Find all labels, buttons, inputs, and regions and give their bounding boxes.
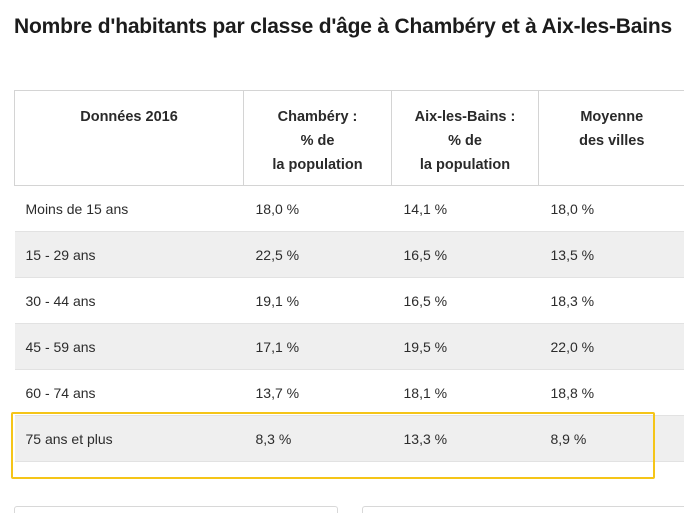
chambery-cell: 17,1 % — [243, 323, 392, 370]
header-aix-les-bains: Aix-les-Bains : % de la population — [391, 90, 539, 186]
average-cell: 22,0 % — [538, 323, 684, 370]
header-year: Données 2016 — [14, 90, 244, 186]
header-line: % de — [448, 133, 482, 149]
header-line: la population — [272, 157, 363, 173]
table-row: Moins de 15 ans 18,0 % 14,1 % 18,0 % — [14, 185, 684, 232]
age-class-cell: 60 - 74 ans — [14, 369, 244, 416]
page-title: Nombre d'habitants par classe d'âge à Ch… — [14, 15, 672, 38]
average-cell: 18,0 % — [538, 185, 684, 232]
header-line: des villes — [579, 133, 645, 149]
header-average: Moyenne des villes — [538, 90, 684, 186]
table-row: 15 - 29 ans 22,5 % 16,5 % 13,5 % — [14, 231, 684, 278]
age-class-cell: 75 ans et plus — [14, 415, 244, 462]
aix-cell: 16,5 % — [391, 277, 539, 324]
age-class-cell: Moins de 15 ans — [14, 185, 244, 232]
table-header-row: Données 2016 Chambéry : % de la populati… — [14, 90, 684, 186]
chambery-cell: 18,0 % — [243, 185, 392, 232]
next-section-panel-right — [362, 506, 684, 513]
next-section-panel-left — [14, 506, 338, 513]
header-chambery: Chambéry : % de la population — [243, 90, 392, 186]
average-cell: 8,9 % — [538, 415, 684, 462]
age-class-cell: 30 - 44 ans — [14, 277, 244, 324]
age-class-cell: 15 - 29 ans — [14, 231, 244, 278]
table-row: 45 - 59 ans 17,1 % 19,5 % 22,0 % — [14, 323, 684, 370]
header-line: Chambéry : — [277, 109, 358, 125]
chambery-cell: 13,7 % — [243, 369, 392, 416]
age-class-cell: 45 - 59 ans — [14, 323, 244, 370]
header-line: Données 2016 — [80, 109, 178, 125]
header-line: la population — [419, 157, 511, 173]
average-cell: 13,5 % — [538, 231, 684, 278]
aix-cell: 19,5 % — [391, 323, 539, 370]
aix-cell: 18,1 % — [391, 369, 539, 416]
aix-cell: 14,1 % — [391, 185, 539, 232]
table-row: 30 - 44 ans 19,1 % 16,5 % 18,3 % — [14, 277, 684, 324]
chambery-cell: 19,1 % — [243, 277, 392, 324]
aix-cell: 13,3 % — [391, 415, 539, 462]
average-cell: 18,3 % — [538, 277, 684, 324]
average-cell: 18,8 % — [538, 369, 684, 416]
header-line: Aix-les-Bains : — [414, 109, 516, 125]
aix-cell: 16,5 % — [391, 231, 539, 278]
header-line: % de — [300, 133, 335, 149]
table-row-highlighted: 75 ans et plus 8,3 % 13,3 % 8,9 % — [14, 415, 684, 462]
chambery-cell: 8,3 % — [243, 415, 392, 462]
table-row: 60 - 74 ans 13,7 % 18,1 % 18,8 % — [14, 369, 684, 416]
chambery-cell: 22,5 % — [243, 231, 392, 278]
header-line: Moyenne — [580, 109, 644, 125]
age-class-table: Données 2016 Chambéry : % de la populati… — [14, 90, 684, 462]
